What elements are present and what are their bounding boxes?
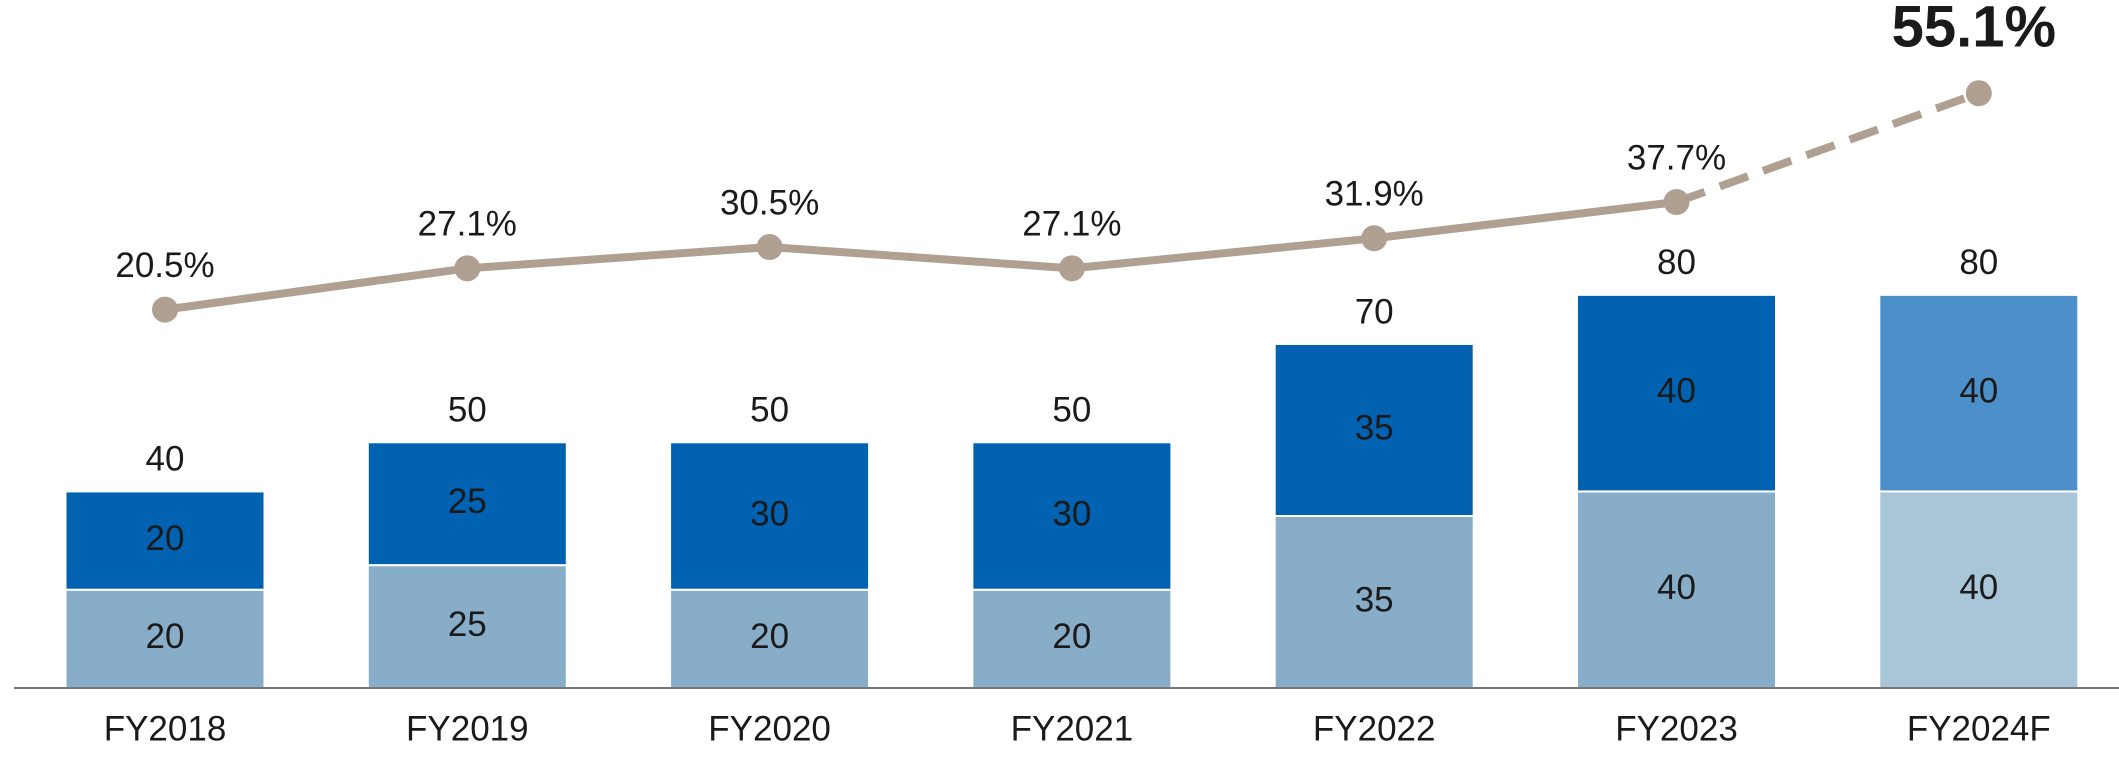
segment-label: 40 <box>1657 568 1696 607</box>
total-label: 80 <box>1959 243 1998 282</box>
x-tick-label: FY2022 <box>1313 709 1436 748</box>
x-tick-label: FY2019 <box>406 709 529 748</box>
segment-label: 25 <box>448 605 487 644</box>
total-label: 50 <box>1052 391 1091 430</box>
segment-label: 30 <box>1052 494 1091 533</box>
total-label: 50 <box>448 391 487 430</box>
bar-segment <box>1576 490 1777 689</box>
line-label: 37.7% <box>1627 138 1726 177</box>
segment-label: 40 <box>1959 568 1998 607</box>
line-point <box>1663 189 1690 216</box>
line-label: 27.1% <box>418 205 517 244</box>
x-tick-label: FY2021 <box>1011 709 1134 748</box>
line-point <box>1361 225 1388 252</box>
line-point <box>1965 80 1992 107</box>
line-label: 31.9% <box>1325 175 1424 214</box>
x-tick-label: FY2018 <box>104 709 227 748</box>
line-label: 27.1% <box>1022 205 1121 244</box>
segment-label: 20 <box>1052 617 1091 656</box>
bar-segment <box>64 588 266 690</box>
segment-label: 40 <box>1657 371 1696 410</box>
segment-label: 25 <box>448 482 487 521</box>
segment-label: 20 <box>146 617 185 656</box>
bar-segment <box>1273 343 1475 517</box>
bar-segment <box>971 441 1173 591</box>
total-label: 70 <box>1355 292 1394 331</box>
bar-segment <box>64 490 266 591</box>
line-label: 20.5% <box>115 246 214 285</box>
line-point <box>756 234 783 261</box>
total-label: 50 <box>750 391 789 430</box>
segment-label: 40 <box>1959 371 1998 410</box>
x-tick-label: FY2023 <box>1615 709 1738 748</box>
x-tick-label: FY2020 <box>708 709 831 748</box>
x-tick-label: FY2024F <box>1907 709 2051 748</box>
segment-label: 20 <box>750 617 789 656</box>
line-label: 55.1% <box>1892 0 2056 60</box>
line <box>164 198 1677 314</box>
line-point <box>454 255 481 282</box>
segment-label: 20 <box>146 519 185 558</box>
line-point <box>1058 255 1085 282</box>
total-label: 80 <box>1657 243 1696 282</box>
line-point <box>152 296 178 323</box>
segment-label: 30 <box>750 494 789 533</box>
total-label: 40 <box>146 440 185 479</box>
segment-label: 35 <box>1355 408 1394 447</box>
bar-segment <box>366 441 568 567</box>
line-label: 30.5% <box>720 183 819 222</box>
line-forecast <box>1675 89 1981 206</box>
segment-label: 35 <box>1355 580 1394 619</box>
bar-segment <box>1878 490 2080 689</box>
bar-segment <box>1576 293 1777 493</box>
bar-segment <box>1878 293 2080 493</box>
bar-segment <box>669 441 871 591</box>
